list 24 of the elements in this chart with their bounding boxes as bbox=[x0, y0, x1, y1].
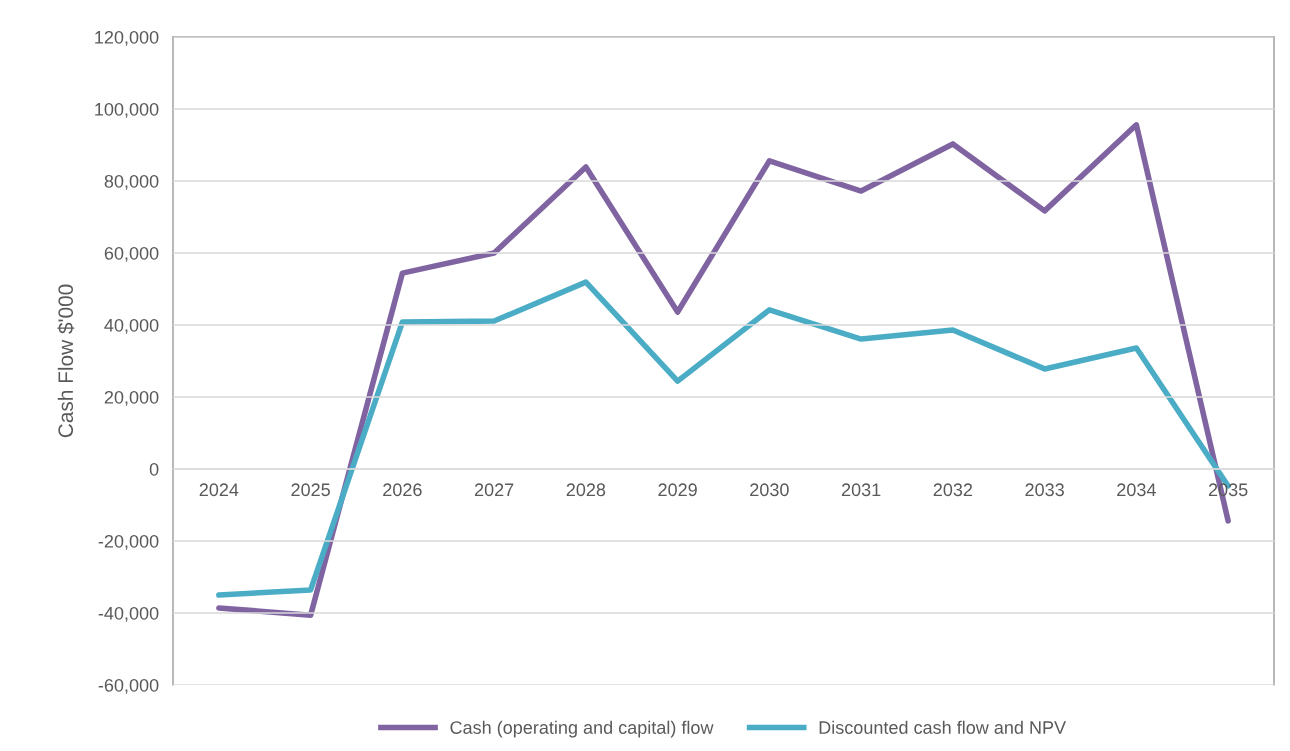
y-tick-label: 0 bbox=[149, 462, 159, 476]
y-tick-label: -40,000 bbox=[98, 606, 159, 622]
x-tick-label: 2024 bbox=[199, 483, 239, 497]
y-axis-title: Cash Flow $'000 bbox=[57, 284, 75, 438]
x-tick-label: 2032 bbox=[933, 483, 973, 497]
x-tick-label: 2029 bbox=[658, 483, 697, 497]
x-tick-label: 2033 bbox=[1025, 483, 1064, 497]
y-tick-label: 100,000 bbox=[95, 102, 159, 118]
y-tick-label: -20,000 bbox=[98, 534, 159, 550]
y-tick-label: 20,000 bbox=[104, 390, 159, 406]
x-tick-label: 2034 bbox=[1117, 483, 1156, 497]
y-tick-label: 60,000 bbox=[104, 246, 159, 262]
y-tick-label: 40,000 bbox=[104, 318, 159, 334]
legend-label: Cash (operating and capital) flow bbox=[450, 720, 714, 738]
x-tick-label: 2028 bbox=[566, 483, 606, 497]
x-tick-label: 2026 bbox=[383, 483, 422, 497]
y-tick-label: 80,000 bbox=[104, 174, 159, 190]
x-tick-label: 2031 bbox=[841, 483, 881, 497]
x-tick-label: 2027 bbox=[474, 483, 514, 497]
legend-label: Discounted cash flow and NPV bbox=[819, 720, 1067, 734]
y-tick-label: 120,000 bbox=[95, 30, 159, 46]
x-tick-label: 2025 bbox=[291, 483, 330, 497]
y-tick-label: -60,000 bbox=[98, 678, 159, 694]
x-tick-label: 2030 bbox=[750, 483, 789, 497]
